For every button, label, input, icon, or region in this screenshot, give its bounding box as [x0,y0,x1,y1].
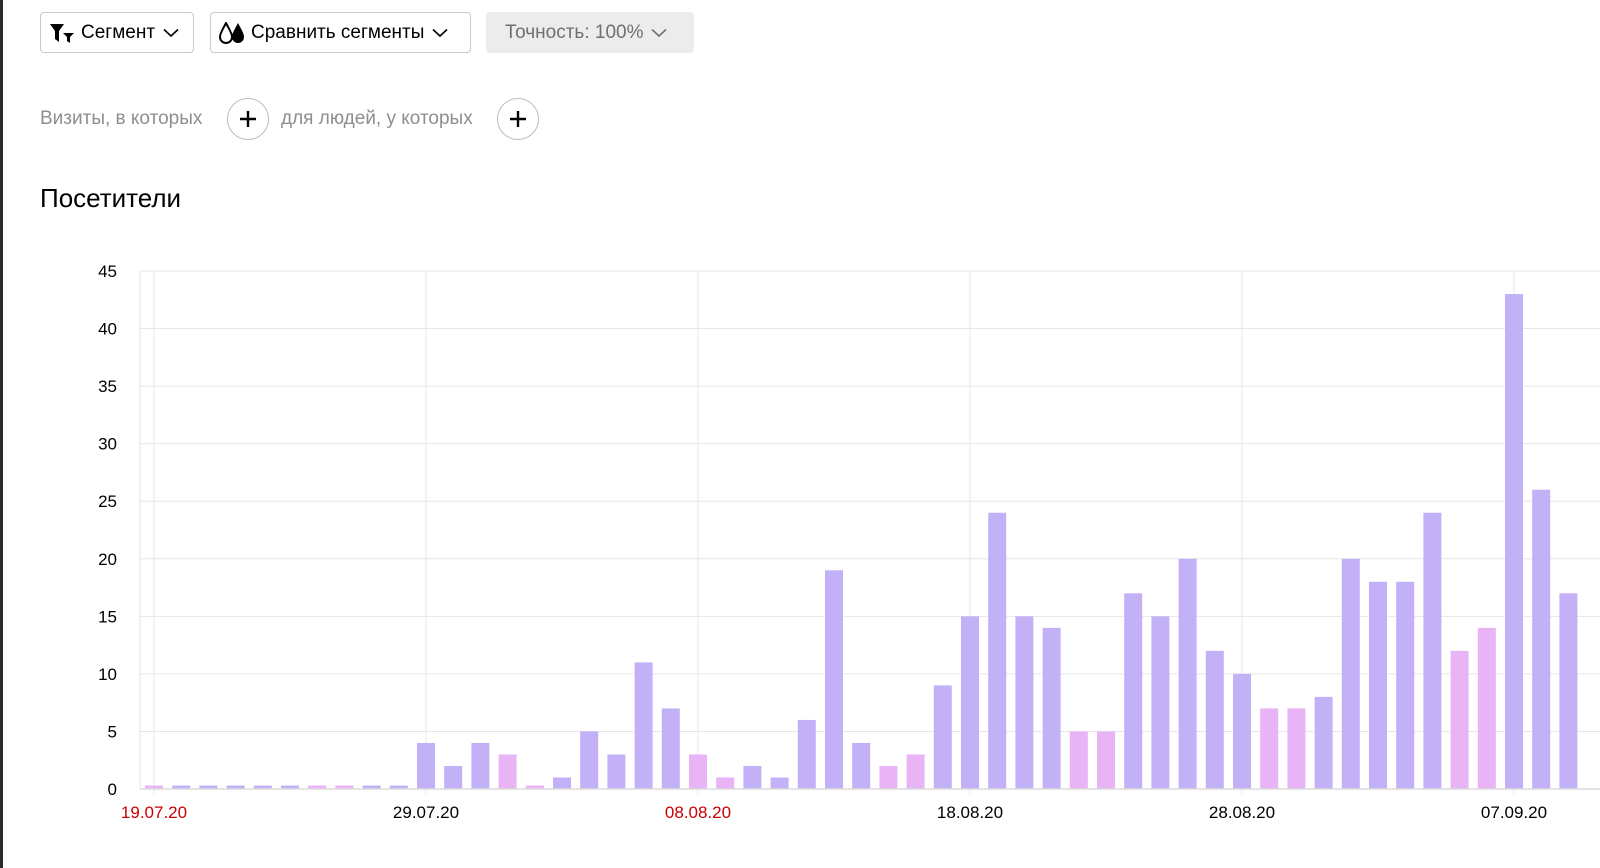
bar[interactable] [1423,512,1442,789]
bar[interactable] [525,785,544,789]
bar[interactable] [988,512,1007,789]
bar[interactable] [498,754,517,789]
x-tick-label: 29.07.20 [393,803,459,822]
bar[interactable] [1505,294,1523,789]
compare-segments-button[interactable]: Сравнить сегменты [210,12,471,53]
bar[interactable] [1015,616,1034,789]
plus-icon [240,111,256,127]
chart-title: Посетители [40,183,182,213]
chevron-down-icon [651,28,668,37]
y-tick-label: 20 [98,550,117,569]
bar[interactable] [1287,708,1306,789]
bar[interactable] [172,785,191,789]
visits-filter-label: Визиты, в которых [40,108,203,129]
accuracy-button[interactable]: Точность: 100% [486,12,694,53]
bar[interactable] [906,754,925,789]
bar[interactable] [797,719,816,789]
bar[interactable] [1069,731,1088,789]
bar[interactable] [471,742,490,789]
bar[interactable] [1450,650,1469,789]
chevron-down-icon [432,28,448,37]
y-tick-label: 15 [98,607,117,626]
bar[interactable] [226,785,245,789]
bar[interactable] [1151,616,1170,789]
funnel-icon [50,23,74,43]
window-edge [0,0,3,868]
y-tick-label: 5 [108,722,117,741]
y-tick-label: 30 [98,435,117,454]
bar[interactable] [1369,581,1387,789]
y-tick-label: 10 [98,665,117,684]
bar[interactable] [689,754,707,789]
x-tick-label: 18.08.20 [937,803,1003,822]
segment-button[interactable]: Сегмент [40,12,194,53]
bar[interactable] [933,685,952,789]
visitors-bar-chart: 0 5 10 15 20 25 30 35 40 45 19.07.20 29.07.20 08.08.… [98,262,1600,822]
bar[interactable] [362,785,381,789]
bar[interactable] [1205,650,1224,789]
bar[interactable] [716,777,735,789]
bar[interactable] [308,785,327,789]
bar[interactable] [1396,581,1415,789]
y-tick-label: 25 [98,492,117,511]
bar[interactable] [253,785,272,789]
bar[interactable] [145,785,163,789]
x-tick-label: 07.09.20 [1481,803,1547,822]
bar[interactable] [389,785,408,789]
bar[interactable] [852,742,871,789]
y-tick-label: 0 [108,780,117,799]
drops-icon [219,21,244,44]
bar[interactable] [1178,558,1197,789]
people-filter-label: для людей, у которых [281,108,473,129]
bar[interactable] [1532,489,1551,789]
bar[interactable] [335,785,354,789]
y-tick-label: 45 [98,262,117,281]
bar[interactable] [1260,708,1279,789]
bar[interactable] [661,708,680,789]
bar[interactable] [199,785,218,789]
bar[interactable] [281,785,299,789]
bar[interactable] [743,765,762,789]
bar[interactable] [1124,593,1143,789]
x-tick-label: 28.08.20 [1209,803,1275,822]
add-people-condition-button[interactable] [497,98,539,140]
x-tick-label: 19.07.20 [121,803,187,822]
bar[interactable] [879,765,898,789]
compare-segments-label: Сравнить сегменты [251,21,425,43]
bar[interactable] [1341,558,1360,789]
bar[interactable] [770,777,789,789]
bar[interactable] [825,570,843,789]
add-visit-condition-button[interactable] [227,98,269,140]
bar[interactable] [961,616,979,789]
bar[interactable] [1477,627,1496,789]
bar[interactable] [580,731,599,789]
bar[interactable] [1097,731,1115,789]
bar[interactable] [1314,696,1333,789]
bar[interactable] [607,754,626,789]
plus-icon [510,111,526,127]
segment-label: Сегмент [81,21,156,43]
chevron-down-icon [163,28,179,37]
bar[interactable] [1233,673,1251,789]
bar[interactable] [553,777,571,789]
y-tick-label: 40 [98,320,117,339]
y-tick-label: 35 [98,377,117,396]
x-tick-label: 08.08.20 [665,803,731,822]
accuracy-label: Точность: 100% [505,21,644,43]
bar[interactable] [1559,593,1578,789]
bar[interactable] [1042,627,1061,789]
bar[interactable] [634,662,653,789]
bar[interactable] [444,765,463,789]
bar[interactable] [417,742,435,789]
